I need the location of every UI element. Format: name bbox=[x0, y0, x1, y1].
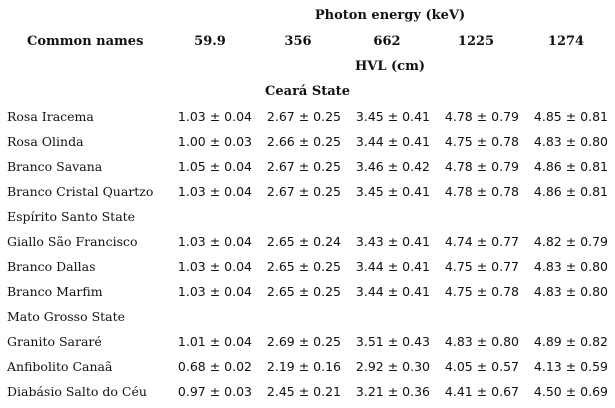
value-cell: 4.89 ± 0.82 bbox=[533, 334, 608, 349]
row-name: Diabásio Salto do Céu bbox=[7, 384, 147, 399]
value-cell: 4.85 ± 0.81 bbox=[533, 109, 608, 124]
common-names-header: Common names bbox=[27, 34, 144, 49]
row-name: Branco Marfim bbox=[7, 284, 103, 299]
value-cell: 1.01 ± 0.04 bbox=[177, 334, 252, 349]
value-cell: 3.43 ± 0.41 bbox=[355, 234, 430, 249]
value-cell: 3.44 ± 0.41 bbox=[355, 134, 430, 149]
value-cell: 0.97 ± 0.03 bbox=[177, 384, 252, 399]
value-cell: 1.03 ± 0.04 bbox=[177, 184, 252, 199]
value-cell: 4.83 ± 0.80 bbox=[533, 134, 608, 149]
value-cell: 2.19 ± 0.16 bbox=[266, 359, 341, 374]
value-cell: 2.65 ± 0.25 bbox=[266, 259, 341, 274]
value-cell: 4.86 ± 0.81 bbox=[533, 159, 608, 174]
value-cell: 4.41 ± 0.67 bbox=[444, 384, 519, 399]
value-cell: 4.75 ± 0.77 bbox=[444, 259, 519, 274]
value-cell: 4.83 ± 0.80 bbox=[444, 334, 519, 349]
row-name: Giallo São Francisco bbox=[7, 234, 138, 249]
value-cell: 2.65 ± 0.25 bbox=[266, 284, 341, 299]
value-cell: 1.03 ± 0.04 bbox=[177, 284, 252, 299]
value-cell: 1.03 ± 0.04 bbox=[177, 234, 252, 249]
value-cell: 0.68 ± 0.02 bbox=[177, 359, 252, 374]
value-cell: 4.83 ± 0.80 bbox=[533, 259, 608, 274]
energy-header-2: 356 bbox=[284, 34, 312, 49]
value-cell: 2.66 ± 0.25 bbox=[266, 134, 341, 149]
value-cell: 4.74 ± 0.77 bbox=[444, 234, 519, 249]
row-name: Rosa Olinda bbox=[7, 134, 84, 149]
value-cell: 3.51 ± 0.43 bbox=[355, 334, 430, 349]
value-cell: 1.03 ± 0.04 bbox=[177, 109, 252, 124]
value-cell: 1.03 ± 0.04 bbox=[177, 259, 252, 274]
energy-header-4: 1225 bbox=[457, 34, 495, 49]
value-cell: 2.45 ± 0.21 bbox=[266, 384, 341, 399]
value-cell: 2.67 ± 0.25 bbox=[266, 159, 341, 174]
value-cell: 3.46 ± 0.42 bbox=[355, 159, 430, 174]
value-cell: 2.65 ± 0.24 bbox=[266, 234, 341, 249]
row-name: Rosa Iracema bbox=[7, 109, 94, 124]
value-cell: 4.50 ± 0.69 bbox=[533, 384, 608, 399]
value-cell: 2.69 ± 0.25 bbox=[266, 334, 341, 349]
row-name: Granito Sararé bbox=[7, 334, 102, 349]
value-cell: 4.05 ± 0.57 bbox=[444, 359, 519, 374]
row-name: Branco Dallas bbox=[7, 259, 96, 274]
value-cell: 4.75 ± 0.78 bbox=[444, 284, 519, 299]
group-header-mato-grosso: Mato Grosso State bbox=[7, 309, 126, 324]
value-cell: 2.67 ± 0.25 bbox=[266, 109, 341, 124]
energy-header-3: 662 bbox=[373, 34, 401, 49]
value-cell: 4.13 ± 0.59 bbox=[533, 359, 608, 374]
value-cell: 4.83 ± 0.80 bbox=[533, 284, 608, 299]
value-cell: 3.44 ± 0.41 bbox=[355, 259, 430, 274]
value-cell: 4.82 ± 0.79 bbox=[533, 234, 608, 249]
energy-header-1: 59.9 bbox=[194, 34, 226, 49]
value-cell: 3.45 ± 0.41 bbox=[355, 109, 430, 124]
value-cell: 1.00 ± 0.03 bbox=[177, 134, 252, 149]
row-name: Branco Savana bbox=[7, 159, 103, 174]
value-cell: 4.78 ± 0.78 bbox=[444, 184, 519, 199]
group-header-ceara: Ceará State bbox=[265, 84, 350, 99]
value-cell: 4.78 ± 0.79 bbox=[444, 159, 519, 174]
value-cell: 3.21 ± 0.36 bbox=[355, 384, 430, 399]
group-header-espirito-santo: Espírito Santo State bbox=[7, 209, 136, 224]
row-name: Anfibolito Canaã bbox=[7, 359, 113, 374]
value-cell: 4.75 ± 0.78 bbox=[444, 134, 519, 149]
value-cell: 1.05 ± 0.04 bbox=[177, 159, 252, 174]
value-cell: 2.92 ± 0.30 bbox=[355, 359, 430, 374]
value-cell: 4.78 ± 0.79 bbox=[444, 109, 519, 124]
super-header: Photon energy (keV) bbox=[314, 8, 466, 23]
energy-header-5: 1274 bbox=[547, 34, 585, 49]
value-cell: 3.44 ± 0.41 bbox=[355, 284, 430, 299]
value-cell: 4.86 ± 0.81 bbox=[533, 184, 608, 199]
unit-header: HVL (cm) bbox=[354, 59, 425, 74]
value-cell: 3.45 ± 0.41 bbox=[355, 184, 430, 199]
row-name: Branco Cristal Quartzo bbox=[7, 184, 154, 199]
value-cell: 2.67 ± 0.25 bbox=[266, 184, 341, 199]
